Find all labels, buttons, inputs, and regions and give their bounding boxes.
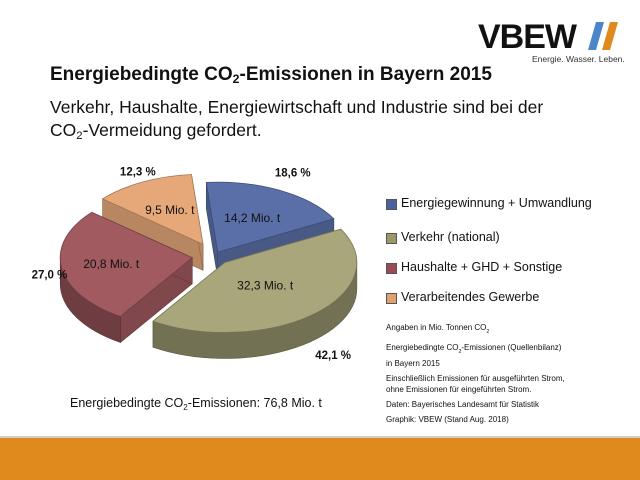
pie-chart: 14,2 Mio. t 32,3 Mio. t 20,8 Mio. t 9,5 Mio… bbox=[32, 167, 358, 362]
percent-label-haushalte: 27,0 % bbox=[32, 269, 68, 281]
legend-swatch bbox=[386, 199, 397, 210]
legend-swatch bbox=[386, 293, 397, 304]
note-strom: Einschließlich Emissionen für ausgeführt… bbox=[386, 374, 565, 394]
percent-label-energiegewinnung: 18,6 % bbox=[275, 167, 311, 179]
pie-slice-haushalte bbox=[59, 211, 193, 317]
note-source: Daten: Bayerisches Landesamt für Statist… bbox=[386, 400, 539, 409]
logo-tagline: Energie. Wasser. Leben. bbox=[532, 54, 625, 64]
value-label-haushalte: 20,8 Mio. t bbox=[83, 257, 140, 271]
note-balance: Energiebedingte CO2-Emissionen (Quellenb… bbox=[386, 343, 562, 368]
vbew-logo: VBEW Energie. Wasser. Leben. bbox=[478, 18, 628, 68]
legend-label: Verkehr (national) bbox=[401, 230, 500, 244]
chart-notes: Angaben in Mio. Tonnen CO2 Energiebeding… bbox=[386, 322, 626, 429]
value-label-verkehr: 32,3 Mio. t bbox=[237, 279, 294, 293]
value-label-verarbeitendes-gewerbe: 9,5 Mio. t bbox=[145, 203, 195, 217]
logo-slash-bars bbox=[588, 22, 618, 50]
percent-label-verkehr: 42,1 % bbox=[315, 350, 351, 362]
value-label-energiegewinnung: 14,2 Mio. t bbox=[224, 211, 281, 225]
percent-label-verarbeitendes-gewerbe: 12,3 % bbox=[120, 167, 156, 179]
footer-divider bbox=[0, 436, 640, 438]
pie-slice-energiegewinnung bbox=[205, 181, 335, 253]
legend-swatch bbox=[386, 263, 397, 274]
pie-slice-verarbeitendes-gewerbe bbox=[101, 174, 204, 245]
logo-wordmark: VBEW bbox=[478, 18, 577, 56]
page-subtitle: Verkehr, Haushalte, Energiewirtschaft un… bbox=[50, 97, 544, 142]
legend-swatch bbox=[386, 233, 397, 244]
legend-label: Verarbeitendes Gewerbe bbox=[401, 290, 540, 304]
pie-slice-verkehr bbox=[152, 228, 358, 333]
legend-label: Energiegewinnung + Umwandlung bbox=[401, 196, 592, 210]
note-unit: Angaben in Mio. Tonnen CO2 bbox=[386, 323, 490, 335]
footer-bar bbox=[0, 438, 640, 480]
note-graphic: Graphik: VBEW (Stand Aug. 2018) bbox=[386, 415, 509, 424]
total-emissions: Energiebedingte CO2-Emissionen: 76,8 Mio… bbox=[70, 396, 322, 412]
legend-label: Haushalte + GHD + Sonstige bbox=[401, 260, 563, 274]
page-title: Energiebedingte CO2-Emissionen in Bayern… bbox=[50, 64, 492, 86]
